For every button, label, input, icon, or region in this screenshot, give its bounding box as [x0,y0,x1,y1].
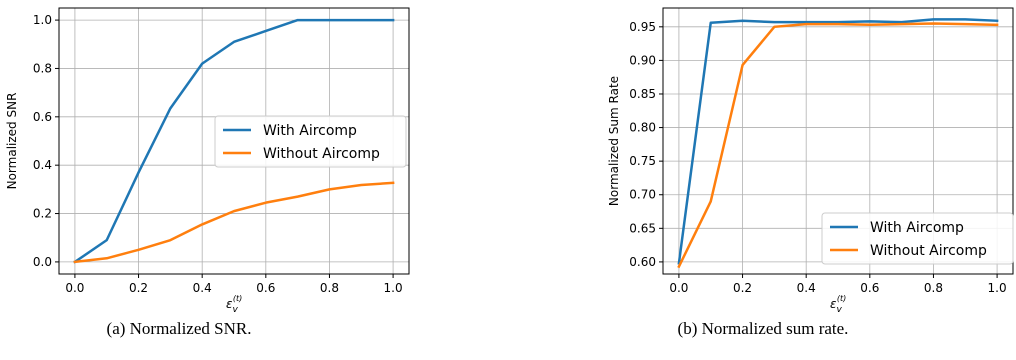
chart-sum-rate: 0.0 0.2 0.4 0.6 0.8 1.0 0.60 0.65 0.70 0.75 0.80 0.… [607,7,1014,338]
series-line-without-aircomp [677,22,999,269]
x-tick-label: 0.4 [797,281,816,295]
legend-label: With Aircomp [263,123,357,139]
y-tick-label: 0.85 [629,87,656,101]
figure-caption: (a) Normalized SNR. [107,319,252,338]
legend-label: Without Aircomp [870,243,987,259]
y-tick-label: 0.0 [33,255,52,269]
series-line-with-aircomp [677,18,999,265]
y-tick-label: 0.65 [629,221,656,235]
plot-frame [58,7,410,275]
x-tick-label: 1.0 [384,281,403,295]
plot-frame [662,7,1014,275]
y-axis-label: Normalized SNR [5,93,19,190]
legend-box [214,115,407,168]
x-tick-label: 0.8 [924,281,943,295]
legend: With Aircomp Without Aircomp [821,212,1014,265]
x-tick-label: 0.0 [669,281,688,295]
series-line-with-aircomp [73,18,395,264]
y-tick-label: 0.6 [33,110,52,124]
x-tick-label: 0.2 [129,281,148,295]
y-tick-label: 0.90 [629,53,656,67]
series-line-without-aircomp [73,181,395,264]
legend: With Aircomp Without Aircomp [214,115,407,168]
x-tick-label: 1.0 [988,281,1007,295]
y-tick-label: 0.95 [629,20,656,34]
y-tick-label: 0.60 [629,255,656,269]
y-tick-label: 0.8 [33,61,52,75]
y-tick-label: 1.0 [33,13,52,27]
y-axis-label: Normalized Sum Rate [607,76,621,206]
y-tick-label: 0.2 [33,207,52,221]
figure-caption: (b) Normalized sum rate. [678,319,849,338]
legend-label: With Aircomp [870,220,964,236]
x-tick-label: 0.0 [65,281,84,295]
y-tick-label: 0.70 [629,188,656,202]
x-axis-label: εv(t) [226,294,242,315]
x-axis-label: εv(t) [830,294,846,315]
legend-box [821,212,1014,265]
x-tick-label: 0.6 [256,281,275,295]
chart-snr: 0.0 0.2 0.4 0.6 0.8 1.0 0.0 0.2 0.4 0.6 0.8 1.0 Norm… [5,7,410,338]
x-tick-label: 0.2 [733,281,752,295]
y-tick-label: 0.80 [629,121,656,135]
y-tick-label: 0.75 [629,154,656,168]
legend-label: Without Aircomp [263,146,380,162]
x-tick-label: 0.8 [320,281,339,295]
x-tick-label: 0.4 [193,281,212,295]
y-tick-label: 0.4 [33,158,52,172]
x-tick-label: 0.6 [860,281,879,295]
